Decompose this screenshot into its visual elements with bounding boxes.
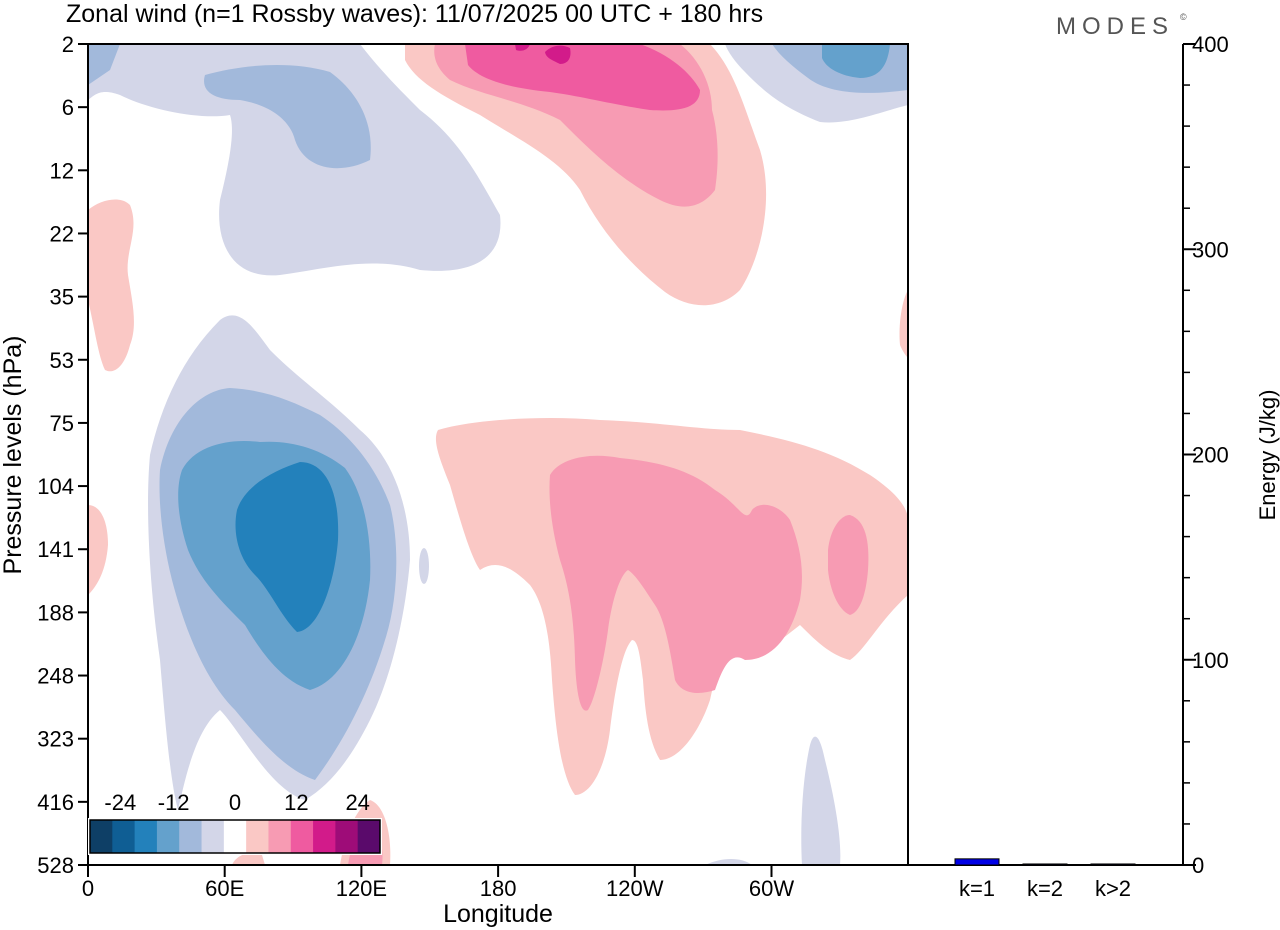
contour-pos-level3 [465,44,700,111]
colorbar-swatch [290,820,314,853]
y-tick-label: 323 [37,727,74,752]
colorbar-swatch [335,820,359,853]
colorbar [88,818,382,855]
colorbar-tick-label: 0 [229,790,241,815]
energy-axis: 0 100 200 300 400 [1183,32,1229,878]
colorbar-swatch [246,820,269,853]
y-tick-label: 53 [50,348,74,373]
y-tick-label: 75 [50,411,74,436]
modes-logo: MODES [1056,13,1174,40]
contour-neg-level4 [235,462,339,632]
contour-neg-level3 [822,44,890,78]
colorbar-swatch [90,820,113,853]
contour-pos-level2 [828,515,869,615]
chart-title: Zonal wind (n=1 Rossby waves): 11/07/202… [66,0,763,28]
energy-bar [1022,863,1068,866]
contour-neg-level1 [88,44,501,276]
bar-category-label: k=1 [959,876,995,901]
bar-category-label: k>2 [1095,876,1131,901]
colorbar-tick-label: 24 [345,790,369,815]
energy-tick-label: 300 [1192,237,1229,262]
y-tick-label: 528 [37,853,74,878]
energy-bar [1090,863,1136,866]
contour-neg-level1 [419,548,429,584]
x-tick-label: 120W [606,876,664,901]
energy-tick-label: 400 [1192,32,1229,57]
energy-tick-label: 200 [1192,443,1229,468]
colorbar-swatch [223,820,247,853]
colorbar-tick-label: -24 [104,790,136,815]
colorbar-swatch [112,820,136,853]
y-tick-label: 416 [37,790,74,815]
energy-bars: k=1 k=2 k>2 [954,858,1136,901]
y-tick-label: 104 [37,474,74,499]
colorbar-swatch [134,820,158,853]
contour-neg-level2 [88,44,371,169]
contour-neg-level1 [705,858,752,865]
x-tick-label: 180 [480,876,517,901]
x-tick-label: 120E [336,876,387,901]
y-tick-label: 35 [50,285,74,310]
colorbar-swatch [179,820,203,853]
contour-pos-level1 [88,505,108,595]
contour-pos-level4 [515,44,571,64]
contour-pos-level1 [232,853,265,865]
energy-tick-label: 0 [1192,853,1204,878]
contour-field [88,44,908,865]
y-tick-label: 12 [50,158,74,183]
colorbar-swatch [156,820,180,853]
colorbar-swatch [268,820,292,853]
energy-tick-label: 100 [1192,648,1229,673]
y-tick-label: 248 [37,664,74,689]
energy-axis-label: Energy (J/kg) [1255,390,1280,521]
contour-neg-level1 [801,736,841,865]
modes-logo-mark: © [1180,12,1187,22]
colorbar-swatch [313,820,336,853]
x-axis-label: Longitude [443,900,553,928]
contour-pos-level2 [549,455,802,711]
pressure-axis: 2 6 12 22 35 53 75 104 141 188 248 323 416 528 [37,32,88,878]
colorbar-swatch [201,820,225,853]
colorbar-swatch [357,820,381,853]
y-tick-label: 188 [37,600,74,625]
contour-pos-level1 [899,290,908,358]
x-tick-label: 60E [205,876,244,901]
colorbar-tick-label: -12 [158,790,190,815]
colorbar-labels: -24 -12 0 12 24 [104,790,370,815]
contour-pos-level1 [88,199,134,372]
bar-category-label: k=2 [1027,876,1063,901]
y-tick-label: 6 [62,95,74,120]
y-tick-label: 22 [50,221,74,246]
y-tick-label: 141 [37,537,74,562]
longitude-axis: 0 60E 120E 180 120W 60W [82,865,794,901]
x-tick-label: 0 [82,876,94,901]
y-axis-label: Pressure levels (hPa) [0,336,27,575]
x-tick-label: 60W [749,876,794,901]
energy-bar [954,858,1000,866]
y-tick-label: 2 [62,32,74,57]
colorbar-tick-label: 12 [284,790,308,815]
